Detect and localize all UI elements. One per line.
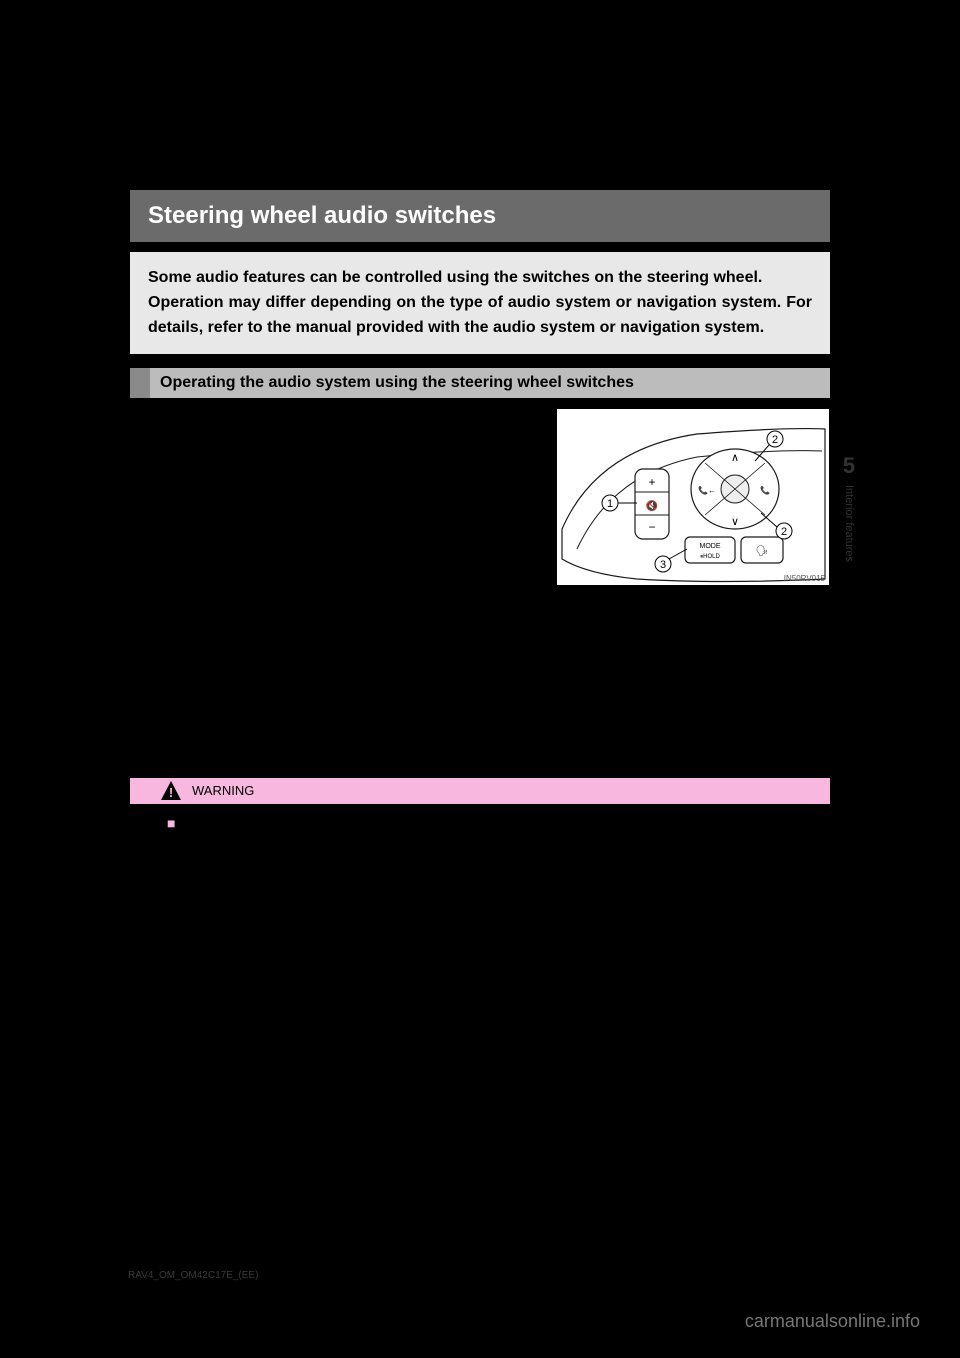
- item-1-body: Volume switch: Press: Increases/decrease…: [152, 408, 540, 476]
- warning-triangle-icon: !: [160, 780, 182, 802]
- item-3-label: "MODE/HOLD" switch:: [152, 690, 830, 713]
- item-2-body: Radio mode: Press: Selects a radio stati…: [152, 484, 540, 552]
- minus-icon: −: [648, 520, 655, 534]
- subsection-header: Operating the audio system using the ste…: [130, 368, 830, 398]
- intro-line-2: Operation may differ depending on the ty…: [148, 291, 812, 341]
- item-3: 3 "MODE/HOLD" switch: Press: Turns the p…: [130, 690, 830, 758]
- item-2-media-b: Press and hold: Selects a folder or albu…: [152, 640, 830, 660]
- item-2-media-c: Fast forwards/rewinds (CD, iPod): [152, 662, 830, 682]
- item-2-marker: 2: [130, 484, 152, 552]
- item-3-line-a: Press: Turns the power on, selects an au…: [152, 715, 830, 735]
- warning-text: Exercise care when operating the audio s…: [167, 839, 825, 860]
- svg-text:1: 1: [607, 498, 613, 510]
- figure-code: IN50RV015: [784, 574, 825, 583]
- watermark: carmanualsonline.info: [745, 1311, 920, 1332]
- item-1-line-a: Press: Increases/decreases volume: [152, 434, 540, 454]
- warning-body: ■ To reduce the risk of an accident Exer…: [150, 804, 842, 875]
- hold-label: ⏸HOLD: [700, 554, 720, 560]
- svg-text:3: 3: [660, 559, 666, 571]
- mute-icon: 🔇: [646, 499, 658, 512]
- item-1: 1 Volume switch: Press: Increases/decrea…: [130, 408, 540, 476]
- item-2-radio-b: Press and hold: Seeks up/down through ra…: [152, 531, 540, 551]
- item-3-line-b: Press and hold: Mutes or pauses the curr…: [152, 737, 830, 757]
- plus-icon: +: [648, 475, 655, 489]
- voice-icon: 🗣: [756, 545, 769, 557]
- svg-text:2: 2: [781, 526, 787, 538]
- warning-label: WARNING: [192, 783, 254, 798]
- mode-label: MODE: [700, 543, 721, 550]
- steering-wheel-figure: + 🔇 − ∧ ∨ 📞← 📞 M: [556, 408, 830, 586]
- svg-text:!: !: [169, 785, 173, 800]
- dpad-right-icon: 📞: [760, 485, 770, 495]
- dpad-up-icon: ∧: [731, 452, 739, 464]
- text-column: 1 Volume switch: Press: Increases/decrea…: [130, 408, 540, 586]
- item-2: 2 Radio mode: Press: Selects a radio sta…: [130, 484, 540, 552]
- item-1-label: Volume switch:: [152, 408, 540, 431]
- item-3-marker: 3: [130, 690, 152, 758]
- volume-rocker: + 🔇 −: [635, 469, 669, 539]
- chapter-tab: 5 Interior features: [834, 448, 864, 568]
- item-1-line-b: Press and hold: Continuously increases/d…: [152, 456, 540, 476]
- intro-box: Some audio features can be controlled us…: [130, 252, 830, 354]
- mode-button: MODE ⏸HOLD: [685, 537, 735, 563]
- warning-bar: ! WARNING: [130, 778, 830, 804]
- svg-text:2: 2: [772, 434, 778, 446]
- dpad-left-icon: 📞←: [698, 485, 716, 495]
- figure-svg: + 🔇 − ∧ ∨ 📞← 📞 M: [557, 409, 829, 585]
- chapter-label: Interior features: [843, 485, 855, 562]
- item-3-body: "MODE/HOLD" switch: Press: Turns the pow…: [152, 690, 830, 758]
- warning-bullet-icon: ■: [167, 814, 175, 832]
- content-row: 1 Volume switch: Press: Increases/decrea…: [130, 408, 830, 586]
- item-2-label-media: Media mode:: [152, 592, 830, 615]
- warning-heading: To reduce the risk of an accident: [181, 814, 383, 835]
- page-content: Steering wheel audio switches Some audio…: [130, 190, 830, 875]
- intro-line-1: Some audio features can be controlled us…: [148, 266, 812, 291]
- item-1-marker: 1: [130, 408, 152, 476]
- dpad-down-icon: ∨: [731, 516, 739, 528]
- below-figure-text: Media mode: Press: Selects a track/file …: [130, 592, 830, 757]
- item-2-media: Media mode: Press: Selects a track/file …: [130, 592, 830, 682]
- footer-code: RAV4_OM_OM42C17E_(EE): [128, 1270, 258, 1281]
- item-2-radio-a: Press: Selects a radio station: [152, 509, 540, 529]
- section-title: Steering wheel audio switches: [130, 190, 830, 242]
- item-2-label-radio: Radio mode:: [152, 484, 540, 507]
- chapter-number: 5: [843, 453, 855, 479]
- item-2-media-a: Press: Selects a track/file: [152, 618, 830, 638]
- voice-button: 🗣: [741, 537, 783, 563]
